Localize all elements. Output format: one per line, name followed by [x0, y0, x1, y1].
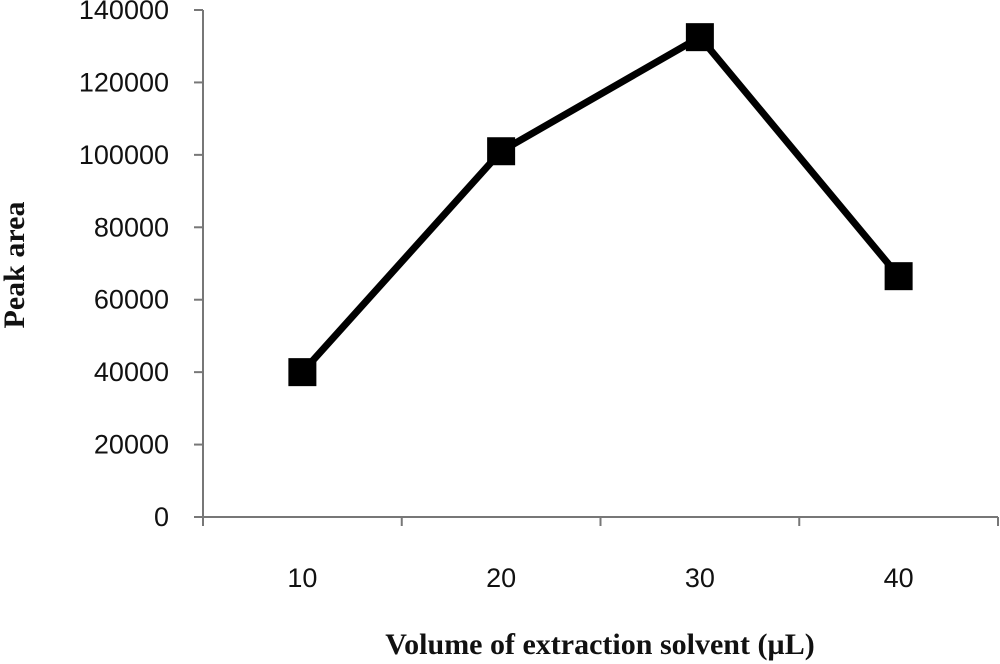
x-tick-labels: 10 20 30 40: [287, 563, 913, 593]
data-point-marker: [884, 262, 913, 291]
y-tick-labels: 0 20000 40000 60000 80000 100000 120000 140000: [79, 0, 169, 532]
data-point-marker: [487, 137, 516, 166]
x-axis-title: Volume of extraction solvent (µL): [385, 628, 814, 661]
x-tick-label: 20: [486, 563, 516, 593]
y-tick-label: 80000: [94, 212, 169, 242]
y-tick-label: 140000: [79, 0, 169, 25]
x-tick-label: 40: [884, 563, 914, 593]
y-tick-label: 20000: [94, 430, 169, 460]
x-tick-label: 10: [287, 563, 317, 593]
y-axis-title: Peak area: [0, 202, 31, 329]
data-point-marker: [288, 358, 317, 387]
y-tick-label: 0: [154, 502, 169, 532]
y-tick-label: 40000: [94, 357, 169, 387]
y-tick-label: 100000: [79, 140, 169, 170]
series-line: [299, 32, 902, 375]
axes: [194, 9, 999, 526]
y-tick-label: 120000: [79, 67, 169, 97]
series-group: [288, 23, 913, 387]
x-tick-label: 30: [685, 563, 715, 593]
data-point-marker: [685, 23, 714, 52]
y-tick-label: 60000: [94, 285, 169, 315]
